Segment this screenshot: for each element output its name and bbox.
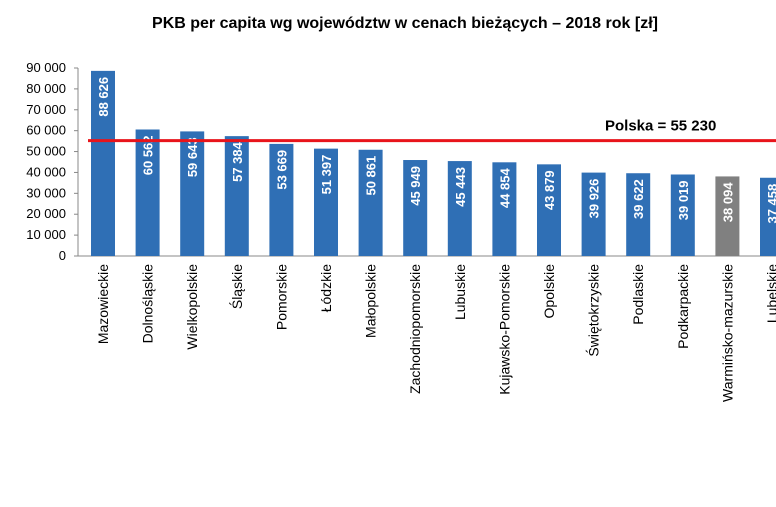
value-label: 45 949 [408,166,423,206]
y-tick-label: 80 000 [26,81,66,96]
x-tick-label: Dolnośląskie [140,264,156,344]
y-tick-label: 30 000 [26,185,66,200]
x-tick-label: Łódzkie [318,264,334,312]
bar [492,162,517,256]
value-label: 37 458 [765,184,776,224]
reference-label: Polska = 55 230 [605,118,716,135]
x-tick-label: Wielkopolskie [184,264,200,350]
x-tick-label: Lubuskie [452,264,468,320]
x-tick-label: Podkarpackie [675,264,691,349]
value-label: 43 879 [542,170,557,210]
y-tick-label: 20 000 [26,206,66,221]
bar [447,161,472,256]
y-tick-label: 0 [59,248,66,263]
value-label: 45 443 [453,167,468,207]
x-tick-label: Podlaskie [630,264,646,325]
bar [537,164,561,256]
value-label: 88 626 [96,77,111,117]
bar [180,131,205,256]
bar [670,174,695,256]
y-tick-label: 70 000 [26,102,66,117]
x-tick-label: Opolskie [541,264,557,319]
x-tick-label: Warmińsko-mazurskie [719,264,735,402]
chart-title: PKB per capita wg województw w cenach bi… [152,15,658,32]
bar [269,143,294,256]
value-label: 39 622 [631,179,646,219]
bar [135,129,160,256]
value-label: 38 094 [720,182,735,223]
bar [358,149,383,256]
bar [715,176,740,256]
value-label: 53 669 [274,150,289,190]
bar [760,177,776,256]
bar [626,173,651,256]
x-tick-label: Świętokrzyskie [585,264,602,357]
bar [581,172,606,256]
value-label: 39 019 [676,180,691,220]
x-tick-label: Mazowieckie [95,264,111,344]
x-tick-label: Kujawsko-Pomorskie [496,264,512,395]
value-label: 57 384 [230,141,245,182]
y-tick-label: 50 000 [26,144,66,159]
y-tick-label: 90 000 [26,60,66,75]
x-tick-label: Małopolskie [363,264,379,338]
x-tick-label: Pomorskie [273,264,289,330]
value-label: 51 397 [319,155,334,195]
value-label: 50 861 [364,156,379,196]
value-label: 59 643 [185,137,200,177]
x-tick-label: Zachodniopomorskie [407,264,423,394]
bar [314,148,338,256]
y-tick-label: 10 000 [26,227,66,242]
y-tick-label: 40 000 [26,164,66,179]
value-label: 44 854 [497,168,512,209]
bar [224,136,249,256]
value-label: 60 562 [141,135,156,175]
bar [403,160,428,256]
bar [91,70,115,256]
x-tick-label: Lubelskie [764,264,776,323]
y-tick-label: 60 000 [26,123,66,138]
value-label: 39 926 [587,179,602,219]
x-tick-label: Śląskie [228,264,245,309]
